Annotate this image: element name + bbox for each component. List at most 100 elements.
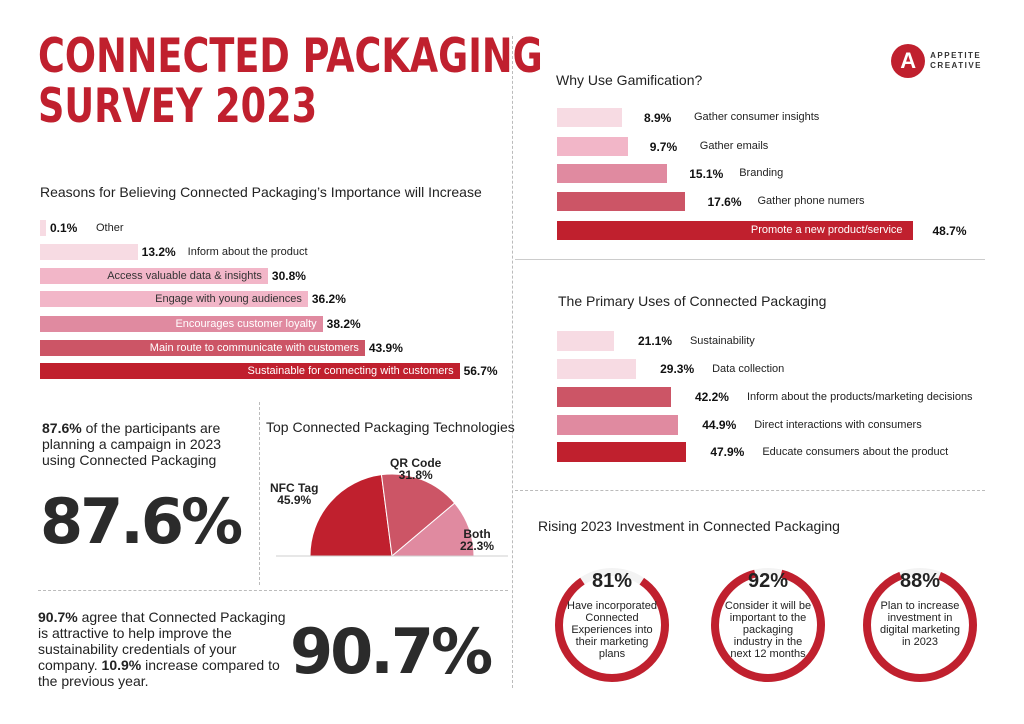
reasons-value-label: 38.2% [326, 317, 361, 331]
investment-title: Rising 2023 Investment in Connected Pack… [538, 518, 840, 534]
reasons-category-label: Encourages customer loyalty [175, 318, 317, 330]
investment-value-label: 81% [591, 570, 633, 592]
reasons-value-label: 13.2% [141, 245, 176, 259]
reasons-category-label: Engage with young audiences [155, 293, 302, 305]
uses-value-label: 47.9% [710, 445, 745, 459]
uses-value-label: 44.9% [702, 418, 737, 432]
tech-label-qr-value: 31.8% [398, 468, 433, 482]
left-inner-divider [259, 402, 260, 585]
reasons-value-label: 30.8% [271, 269, 306, 283]
logo-text-line2: CREATIVE [930, 61, 982, 70]
gamification-title: Why Use Gamification? [556, 72, 703, 88]
reasons-bar [40, 340, 365, 356]
campaign-big-number: 87.6% [40, 485, 243, 558]
gamification-bar [557, 164, 668, 183]
uses-bar [557, 331, 614, 351]
reasons-bar [40, 244, 138, 260]
uses-bar [557, 359, 637, 379]
uses-bar [557, 415, 679, 435]
center-divider [512, 36, 513, 688]
gamification-value-label: 15.1% [689, 167, 724, 181]
gamification-category-label: Branding [739, 167, 784, 179]
uses-category-label: Sustainability [689, 335, 755, 347]
page-title-line2: SURVEY 2023 [38, 79, 318, 134]
uses-value-label: 29.3% [660, 362, 695, 376]
reasons-bar [40, 316, 323, 332]
gamification-bar [557, 137, 628, 156]
uses-title: The Primary Uses of Connected Packaging [558, 293, 827, 309]
gamification-value-label: 9.7% [649, 140, 678, 154]
tech-title: Top Connected Packaging Technologies [266, 419, 515, 435]
investment-value-label: 88% [899, 570, 941, 592]
tech-slice [309, 474, 393, 557]
gamification-value-label: 17.6% [707, 195, 742, 209]
reasons-bar [40, 291, 308, 307]
uses-category-label: Data collection [712, 363, 785, 375]
tech-label-qr-name: QR Code [390, 456, 442, 470]
reasons-title: Reasons for Believing Connected Packagin… [40, 184, 482, 200]
campaign-pct: 87.6% [42, 420, 82, 436]
brand-logo: A APPETITE CREATIVE [891, 44, 982, 78]
investment-category-label: Have incorporated Connected Experiences … [567, 600, 657, 660]
uses-value-label: 21.1% [637, 334, 672, 348]
gamification-bar [557, 192, 686, 211]
tech-slice [380, 473, 456, 557]
gamification-category-label: Gather phone numers [757, 195, 865, 207]
tech-label-both-name: Both [463, 527, 491, 541]
uses-bar [557, 442, 687, 462]
tech-label-both: Both 22.3% [460, 528, 494, 552]
logo-text-line1: APPETITE [930, 51, 982, 60]
investment-category-label: Plan to increase investment in digital m… [879, 600, 961, 648]
reasons-category-label: Sustainable for connecting with customer… [247, 365, 454, 377]
uses-category-label: Educate consumers about the product [762, 446, 949, 458]
reasons-category-label: Other [96, 222, 124, 234]
reasons-bar [40, 220, 46, 236]
investment-ring [863, 568, 977, 682]
investment-ring-arc [863, 568, 977, 682]
investment-ring [555, 568, 669, 682]
uses-category-label: Inform about the products/marketing deci… [746, 391, 973, 403]
investment-value-label: 92% [747, 570, 789, 592]
agree-pct: 90.7% [38, 609, 78, 625]
tech-label-nfc-value: 45.9% [277, 493, 312, 507]
gamification-bar [557, 108, 622, 127]
tech-label-both-value: 22.3% [460, 539, 495, 553]
agree-desc-1: agree that Connected Packaging is attrac… [38, 609, 286, 673]
campaign-desc: of the participants are planning a campa… [42, 420, 222, 468]
reasons-bar [40, 268, 268, 284]
reasons-category-label: Main route to communicate with customers [149, 342, 359, 354]
gamification-bar [557, 221, 913, 240]
reasons-value-label: 43.9% [368, 341, 403, 355]
page-title: CONNECTED PACKAGING SURVEY 2023 [38, 32, 543, 132]
uses-category-label: Direct interactions with consumers [754, 419, 922, 431]
investment-ring [711, 568, 825, 682]
reasons-bar [40, 363, 460, 379]
gamification-category-label: Gather consumer insights [693, 111, 820, 123]
right-divider-1 [515, 259, 985, 260]
logo-icon: A [891, 44, 926, 78]
uses-value-label: 42.2% [694, 390, 729, 404]
investment-category-label: Consider it will be important to the pac… [724, 600, 812, 660]
left-bottom-divider [38, 590, 508, 591]
gamification-value-label: 8.9% [643, 111, 672, 125]
page-title-line1: CONNECTED PACKAGING [38, 29, 543, 84]
gamification-value-label: 48.7% [932, 224, 967, 238]
reasons-value-label: 0.1% [50, 221, 78, 235]
reasons-value-label: 56.7% [463, 364, 498, 378]
tech-label-nfc-name: NFC Tag [270, 481, 319, 495]
gamification-category-label: Gather emails [699, 140, 769, 152]
tech-label-nfc: NFC Tag 45.9% [270, 482, 318, 506]
campaign-text: 87.6% of the participants are planning a… [42, 420, 247, 468]
gamification-category-label: Promote a new product/service [750, 224, 903, 236]
reasons-category-label: Inform about the product [187, 246, 308, 258]
right-divider-2 [515, 490, 985, 491]
tech-pie [276, 473, 508, 557]
reasons-category-label: Access valuable data & insights [107, 270, 262, 282]
agree-pct-2: 10.9% [101, 657, 142, 673]
agree-big-number: 90.7% [290, 615, 493, 688]
tech-label-qr: QR Code 31.8% [390, 457, 441, 481]
agree-text: 90.7% agree that Connected Packaging is … [38, 609, 290, 689]
agree-desc-2: increase compared to the previous year. [38, 657, 280, 689]
reasons-value-label: 36.2% [311, 292, 346, 306]
uses-bar [557, 387, 671, 407]
